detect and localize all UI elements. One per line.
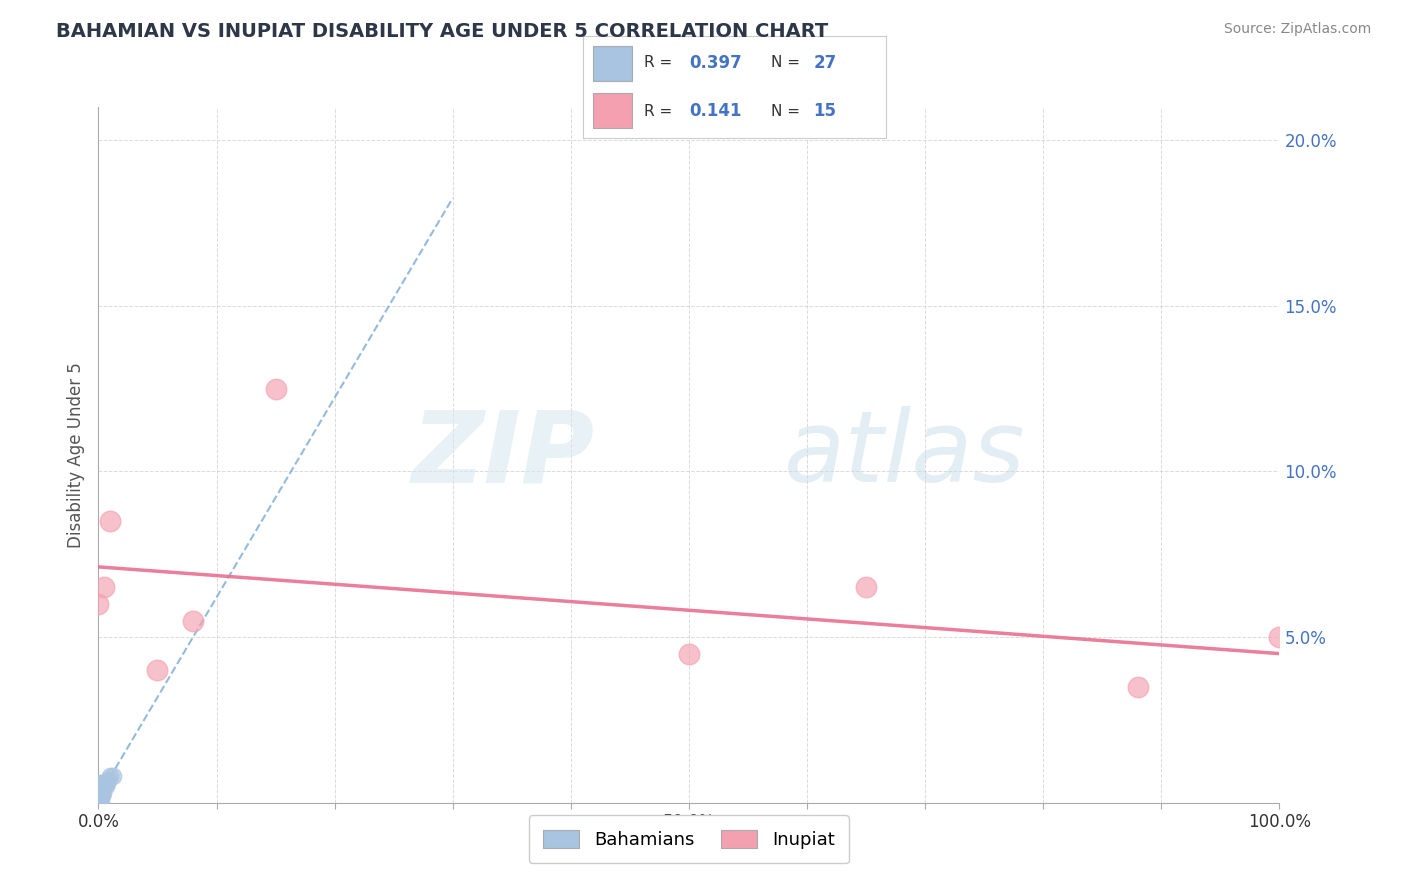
Point [91,786,114,800]
Point [91,789,114,804]
Text: ZIP: ZIP [412,407,595,503]
Point [181,614,204,628]
Point [87,796,110,810]
Point [87,796,110,810]
Point [87,786,110,800]
Point [89,776,111,790]
Point [89,789,111,804]
Point [678,647,700,661]
Point [87,796,110,810]
Text: R =: R = [644,103,672,119]
Text: N =: N = [770,55,800,70]
Text: N =: N = [770,103,800,119]
Text: R =: R = [644,55,672,70]
Point [855,581,877,595]
Point [89,782,111,797]
Point [1268,630,1291,644]
Text: atlas: atlas [783,407,1025,503]
Text: 27: 27 [813,54,837,72]
Point [146,663,169,677]
Point [89,796,111,810]
Point [98,514,121,528]
Y-axis label: Disability Age Under 5: Disability Age Under 5 [66,362,84,548]
Text: BAHAMIAN VS INUPIAT DISABILITY AGE UNDER 5 CORRELATION CHART: BAHAMIAN VS INUPIAT DISABILITY AGE UNDER… [56,22,828,41]
Point [91,779,114,793]
Point [94,779,117,793]
Point [1126,680,1149,694]
Text: Source: ZipAtlas.com: Source: ZipAtlas.com [1223,22,1371,37]
Point [93,581,115,595]
Legend: Bahamians, Inupiat: Bahamians, Inupiat [529,815,849,863]
FancyBboxPatch shape [592,46,631,81]
Point [91,776,114,790]
Point [87,796,110,810]
Point [87,796,110,810]
Point [96,776,118,790]
Point [90,796,112,810]
FancyBboxPatch shape [592,93,631,128]
Point [87,597,110,611]
Point [93,779,115,793]
Point [98,769,121,783]
Point [101,769,124,783]
Point [97,772,120,787]
Point [87,779,110,793]
Text: 0.397: 0.397 [689,54,742,72]
Point [87,782,110,797]
Point [264,382,287,396]
Text: 15: 15 [813,102,837,120]
Point [90,776,112,790]
Text: 0.141: 0.141 [689,102,742,120]
Point [87,796,110,810]
Point [87,789,110,804]
Point [90,786,112,800]
